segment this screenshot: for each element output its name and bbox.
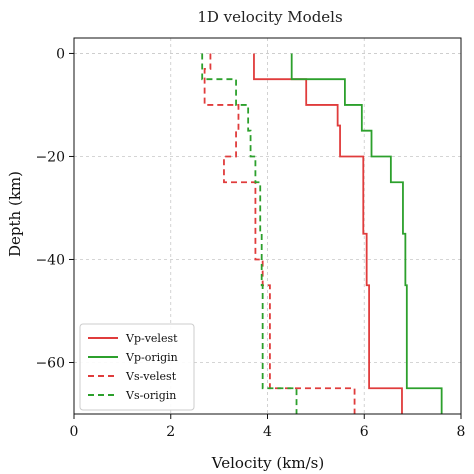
series-lines: [201, 53, 443, 414]
x-tick-label: 6: [360, 424, 369, 440]
y-tick-label: 0: [56, 46, 65, 62]
legend: Vp-velest Vp-origin Vs-velest Vs-origin: [79, 323, 195, 411]
legend-label: Vp-origin: [125, 351, 178, 364]
series-line-vp-velest: [253, 53, 403, 414]
series-line-vs-origin: [201, 53, 298, 414]
axis-ticks: 0 2 4 6 8 0 −20 −40 −60: [35, 46, 465, 440]
legend-label: Vp-velest: [125, 332, 178, 345]
x-tick-label: 8: [457, 424, 466, 440]
x-tick-label: 2: [166, 424, 175, 440]
y-tick-label: −40: [35, 252, 65, 268]
y-axis-label: Depth (km): [6, 171, 24, 257]
legend-label: Vs-origin: [125, 389, 176, 402]
x-tick-label: 0: [70, 424, 79, 440]
chart-title: 1D velocity Models: [197, 8, 342, 26]
y-tick-label: −60: [35, 355, 65, 371]
x-axis-label: Velocity (km/s): [211, 454, 324, 472]
legend-label: Vs-velest: [125, 370, 177, 383]
legend-box: [79, 323, 195, 411]
x-tick-label: 4: [263, 424, 272, 440]
series-line-vs-velest: [203, 53, 356, 414]
series-line-vp-origin: [290, 53, 443, 414]
y-tick-label: −20: [35, 149, 65, 165]
